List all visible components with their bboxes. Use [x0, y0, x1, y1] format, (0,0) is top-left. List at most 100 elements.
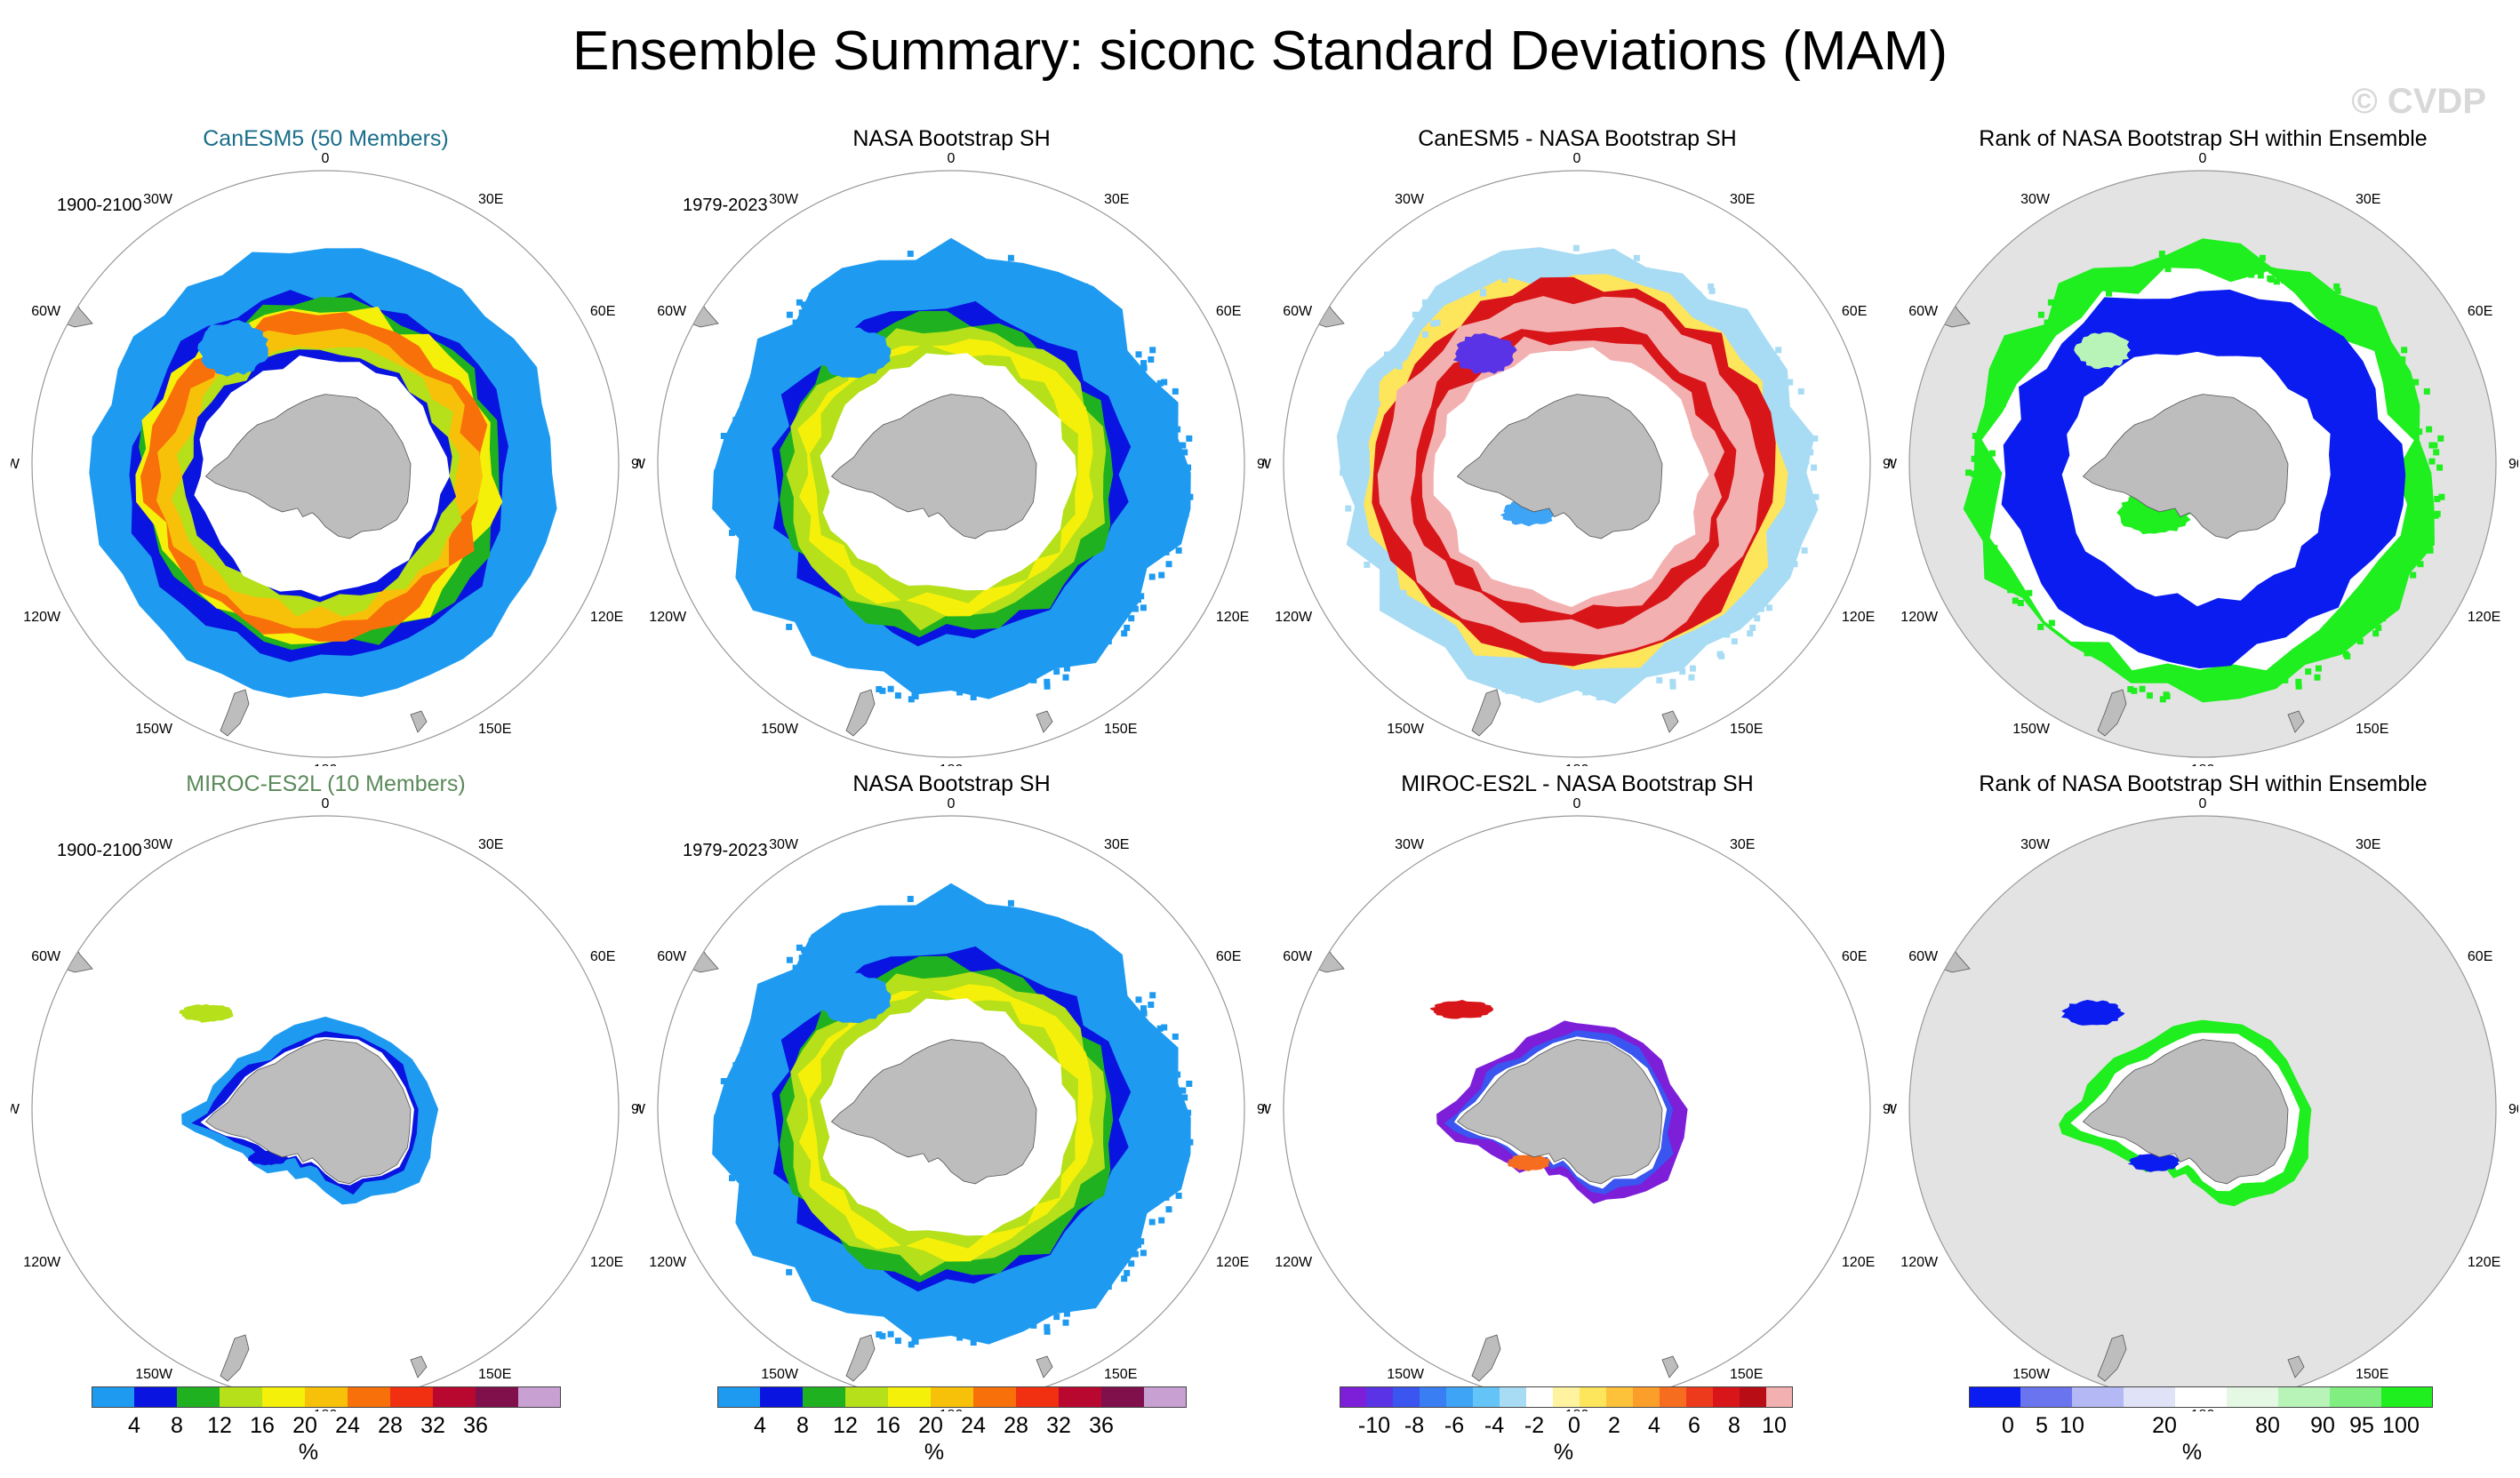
ice-speckle [749, 1019, 756, 1027]
tasmania-landmass [410, 710, 428, 733]
ice-speckle [1773, 356, 1780, 363]
longitude-label: 120E [1216, 1255, 1249, 1270]
ice-speckle [1582, 689, 1589, 696]
ice-speckle [760, 597, 767, 604]
ice-speckle [1381, 587, 1388, 594]
ice-speckle [1556, 252, 1564, 259]
ice-speckle [1004, 912, 1011, 919]
ice-speckle [2026, 589, 2033, 596]
longitude-label: 180 [314, 1408, 338, 1411]
ice-speckle [2305, 289, 2312, 296]
longitude-label: 60W [31, 304, 61, 319]
ice-speckle [1005, 917, 1012, 924]
ice-speckle [1766, 360, 1772, 367]
ice-speckle [1728, 309, 1734, 316]
ice-speckle [912, 693, 919, 699]
colorbar-box [1016, 1386, 1059, 1408]
ice-speckle [2106, 288, 2112, 295]
longitude-label: 60W [657, 949, 687, 964]
panel-title: NASA Bootstrap SH [852, 126, 1051, 151]
colorbar-tick-label: 32 [420, 1413, 445, 1438]
colorbar-box [973, 1386, 1016, 1408]
ice-speckle [1380, 573, 1387, 580]
ice-speckle [1412, 311, 1419, 318]
ice-speckle [913, 911, 920, 918]
ice-speckle [1181, 1094, 1188, 1101]
longitude-label: 180 [2191, 763, 2215, 766]
ice-speckle [1172, 1153, 1180, 1160]
ice-speckle [2037, 311, 2044, 318]
ice-speckle [749, 374, 756, 381]
ice-speckle [796, 299, 803, 306]
colorbar-box [220, 1386, 262, 1408]
longitude-label: 30E [1104, 837, 1129, 852]
ice-speckle [1754, 615, 1761, 622]
longitude-label: 0 [2199, 153, 2207, 166]
longitude-label: 60E [2468, 949, 2492, 964]
ice-speckle [2127, 686, 2134, 692]
colorbar-tick-label: 28 [1004, 1413, 1028, 1438]
colorbar-tick-label: 8 [796, 1413, 809, 1438]
colorbar-box [2330, 1386, 2381, 1408]
ice-speckle [1797, 387, 1804, 395]
longitude-label: 0 [948, 798, 956, 811]
ice-speckle [1164, 1167, 1172, 1174]
map-svg: 0 30E 60E 90E 120E 150E 180 150W 120W 90W 60W 30W [1262, 798, 1892, 1411]
ice-speckle [1532, 251, 1540, 257]
map-svg: 0 30E 60E 90E 120E 150E 180 150W 120W 90W 60W 30W [11, 798, 641, 1411]
ice-speckle [740, 402, 747, 409]
ice-speckle [2387, 596, 2393, 603]
ice-speckle [1135, 351, 1142, 358]
ice-speckle [2305, 668, 2312, 675]
ice-speckle [796, 331, 803, 338]
ice-speckle [1364, 450, 1370, 457]
antarctica-landmass [1456, 1039, 1663, 1185]
ice-speckle [1187, 493, 1194, 500]
ice-speckle [801, 947, 808, 954]
colorbar-tick-label: 4 [1648, 1413, 1660, 1438]
ice-speckle [1999, 400, 2006, 407]
ice-speckle [2257, 272, 2264, 279]
ice-speckle [1180, 442, 1187, 449]
ice-speckle [2333, 283, 2340, 290]
ice-speckle [1633, 254, 1640, 261]
ice-speckle [801, 301, 808, 308]
ice-speckle [1513, 685, 1520, 692]
ice-speckle [1348, 479, 1355, 486]
colorbar-tick-label: -6 [1444, 1413, 1465, 1438]
ice-speckle [1798, 507, 1805, 515]
ice-speckle [2374, 605, 2381, 612]
ice-speckle [1187, 1138, 1194, 1146]
colorbar-tick-label: -8 [1404, 1413, 1425, 1438]
ice-speckle [2378, 356, 2385, 364]
ice-speckle [719, 1150, 726, 1157]
ice-speckle [1655, 276, 1662, 284]
ice-speckle [1791, 477, 1798, 483]
ice-speckle [1427, 301, 1434, 308]
ice-speckle [2321, 291, 2328, 298]
tasmania-landmass [2287, 1355, 2305, 1378]
ice-speckle [1761, 351, 1768, 358]
ice-speckle [1161, 379, 1168, 386]
polar-map: 0 30E 60E 90E 120E 150E 180 150W 120W 90W 60W 30W [1888, 798, 2518, 1411]
ice-speckle [1053, 1314, 1060, 1321]
ice-speckle [786, 1268, 793, 1275]
ice-speckle [2221, 694, 2228, 700]
ice-speckle [1784, 571, 1791, 579]
ice-speckle [927, 683, 934, 691]
longitude-label: 120E [590, 610, 623, 625]
ice-speckle [879, 687, 886, 694]
ice-speckle [740, 545, 747, 552]
ice-speckle [996, 916, 1004, 923]
longitude-label: 60W [1283, 304, 1313, 319]
ice-speckle [796, 619, 804, 627]
ice-speckle [1373, 400, 1380, 407]
colorbar-outline [1340, 1386, 1793, 1408]
ice-speckle [2127, 276, 2134, 283]
tasmania-landmass [1036, 710, 1053, 733]
longitude-label: 90W [636, 1102, 646, 1117]
ice-speckle [1102, 955, 1108, 962]
ice-speckle [2268, 267, 2276, 274]
longitude-label: 60W [1908, 304, 1939, 319]
ice-speckle [1533, 696, 1540, 703]
